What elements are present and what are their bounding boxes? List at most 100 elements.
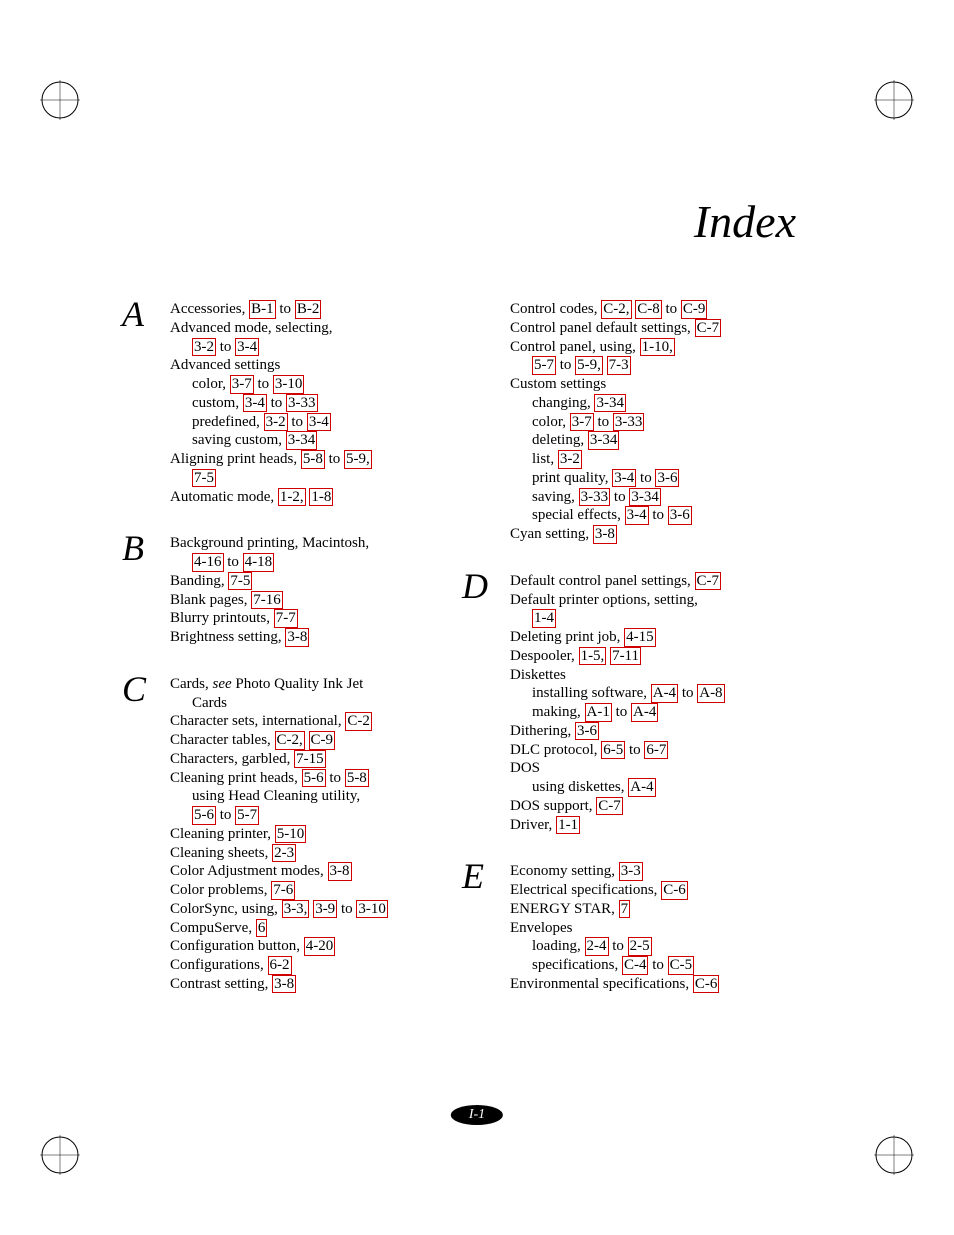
page-ref[interactable]: 7-7 <box>274 609 298 628</box>
page-ref[interactable]: 3-33 <box>286 394 318 413</box>
page-ref[interactable]: 3-34 <box>588 431 620 450</box>
page-ref[interactable]: C-2, <box>275 731 305 750</box>
entry-text: CompuServe, <box>170 920 252 936</box>
section-c-cont: Control codes, C-2, C-8 to C-9 Control p… <box>510 300 820 544</box>
page-ref[interactable]: 5-9, <box>575 356 603 375</box>
page-ref[interactable]: C-8 <box>635 300 662 319</box>
page-ref[interactable]: C-7 <box>695 572 722 591</box>
page-ref[interactable]: 3-6 <box>575 722 599 741</box>
page-ref[interactable]: A-4 <box>628 778 655 797</box>
page-ref[interactable]: 5-7 <box>235 806 259 825</box>
page-ref[interactable]: C-7 <box>695 319 722 338</box>
page-ref[interactable]: 3-34 <box>594 394 626 413</box>
page-ref[interactable]: 3-34 <box>286 431 318 450</box>
page-ref[interactable]: C-4 <box>622 956 649 975</box>
entry-text: Cleaning print heads, <box>170 770 298 786</box>
page-ref[interactable]: 3-7 <box>570 413 594 432</box>
page-ref[interactable]: B-1 <box>249 300 276 319</box>
page-ref[interactable]: A-8 <box>697 684 724 703</box>
page-ref[interactable]: C-2, <box>601 300 631 319</box>
page-ref[interactable]: 3-34 <box>629 488 661 507</box>
page-ref[interactable]: B-2 <box>295 300 322 319</box>
entry-text: Control codes, <box>510 301 598 317</box>
page-ref[interactable]: 3-2 <box>192 338 216 357</box>
entry-text: Cards, <box>170 676 213 692</box>
page-ref[interactable]: 2-4 <box>585 937 609 956</box>
page-ref[interactable]: 3-10 <box>356 900 388 919</box>
page-ref[interactable]: 7-11 <box>610 647 641 666</box>
page-ref[interactable]: C-5 <box>668 956 695 975</box>
page-ref[interactable]: 1-4 <box>532 609 556 628</box>
page-ref[interactable]: 3-4 <box>235 338 259 357</box>
page-ref[interactable]: 7-5 <box>228 572 252 591</box>
letter-e: E <box>462 854 484 899</box>
entry-text: Blank pages, <box>170 592 247 608</box>
page-ref[interactable]: 3-33 <box>613 413 645 432</box>
page-ref[interactable]: 3-6 <box>655 469 679 488</box>
page-ref[interactable]: 1-1 <box>556 816 580 835</box>
page-ref[interactable]: 3-33 <box>579 488 611 507</box>
page-ref[interactable]: C-9 <box>681 300 708 319</box>
page-ref[interactable]: 5-6 <box>192 806 216 825</box>
page-ref[interactable]: 5-10 <box>275 825 307 844</box>
page-ref[interactable]: C-6 <box>693 975 720 994</box>
page-ref[interactable]: 3-9 <box>313 900 337 919</box>
page-ref[interactable]: 5-9, <box>344 450 372 469</box>
page-ref[interactable]: C-9 <box>309 731 336 750</box>
page-ref[interactable]: 7-5 <box>192 469 216 488</box>
page-ref[interactable]: 1-10, <box>640 338 675 357</box>
page-ref[interactable]: 3-2 <box>558 450 582 469</box>
page-ref[interactable]: 3-4 <box>612 469 636 488</box>
page-ref[interactable]: 3-4 <box>625 506 649 525</box>
page-ref[interactable]: 3-4 <box>243 394 267 413</box>
page-ref[interactable]: 5-8 <box>301 450 325 469</box>
page-ref[interactable]: 3-10 <box>273 375 305 394</box>
entry-text: installing software, <box>532 685 647 701</box>
page-ref[interactable]: A-4 <box>651 684 678 703</box>
page-ref[interactable]: 1-2, <box>278 488 306 507</box>
page-ref[interactable]: 1-8 <box>309 488 333 507</box>
page-ref[interactable]: 4-16 <box>192 553 224 572</box>
page-ref[interactable]: 4-15 <box>624 628 656 647</box>
page-ref[interactable]: 3-6 <box>668 506 692 525</box>
page-ref[interactable]: 7-3 <box>607 356 631 375</box>
page-ref[interactable]: 3-8 <box>593 525 617 544</box>
page-ref[interactable]: 3-8 <box>272 975 296 994</box>
page-ref[interactable]: C-2 <box>345 712 372 731</box>
page-ref[interactable]: 7-16 <box>251 591 283 610</box>
entry-text: using Head Cleaning utility, <box>170 787 480 806</box>
entry-text: Contrast setting, <box>170 976 268 992</box>
page-ref[interactable]: 6-2 <box>268 956 292 975</box>
page-ref[interactable]: 3-3 <box>619 862 643 881</box>
page-ref[interactable]: 6 <box>256 919 268 938</box>
page-ref[interactable]: 7-6 <box>271 881 295 900</box>
page-ref[interactable]: 7 <box>619 900 631 919</box>
entry-text: Cleaning printer, <box>170 826 271 842</box>
page-ref[interactable]: 3-4 <box>307 413 331 432</box>
page-ref[interactable]: A-4 <box>631 703 658 722</box>
to: to <box>279 301 291 317</box>
page-ref[interactable]: 3-8 <box>328 862 352 881</box>
reg-mark-icon <box>864 70 924 130</box>
page-ref[interactable]: 3-2 <box>264 413 288 432</box>
page-ref[interactable]: 5-8 <box>345 769 369 788</box>
page-ref[interactable]: 5-7 <box>532 356 556 375</box>
page-ref[interactable]: 3-8 <box>285 628 309 647</box>
page-ref[interactable]: 5-6 <box>302 769 326 788</box>
page-ref[interactable]: 6-5 <box>601 741 625 760</box>
page-ref[interactable]: 7-15 <box>294 750 326 769</box>
page-ref[interactable]: 4-18 <box>243 553 275 572</box>
page-ref[interactable]: 3-3, <box>282 900 310 919</box>
page-ref[interactable]: 6-7 <box>644 741 668 760</box>
entry-text: Photo Quality Ink Jet <box>232 676 364 692</box>
page-ref[interactable]: C-6 <box>661 881 688 900</box>
entry-text: Automatic mode, <box>170 489 274 505</box>
to: to <box>560 357 572 373</box>
page-ref[interactable]: A-1 <box>585 703 612 722</box>
page-ref[interactable]: C-7 <box>596 797 623 816</box>
page-ref[interactable]: 4-20 <box>304 937 336 956</box>
page-ref[interactable]: 2-5 <box>628 937 652 956</box>
page-ref[interactable]: 3-7 <box>230 375 254 394</box>
page-ref[interactable]: 1-5, <box>579 647 607 666</box>
page-ref[interactable]: 2-3 <box>272 844 296 863</box>
